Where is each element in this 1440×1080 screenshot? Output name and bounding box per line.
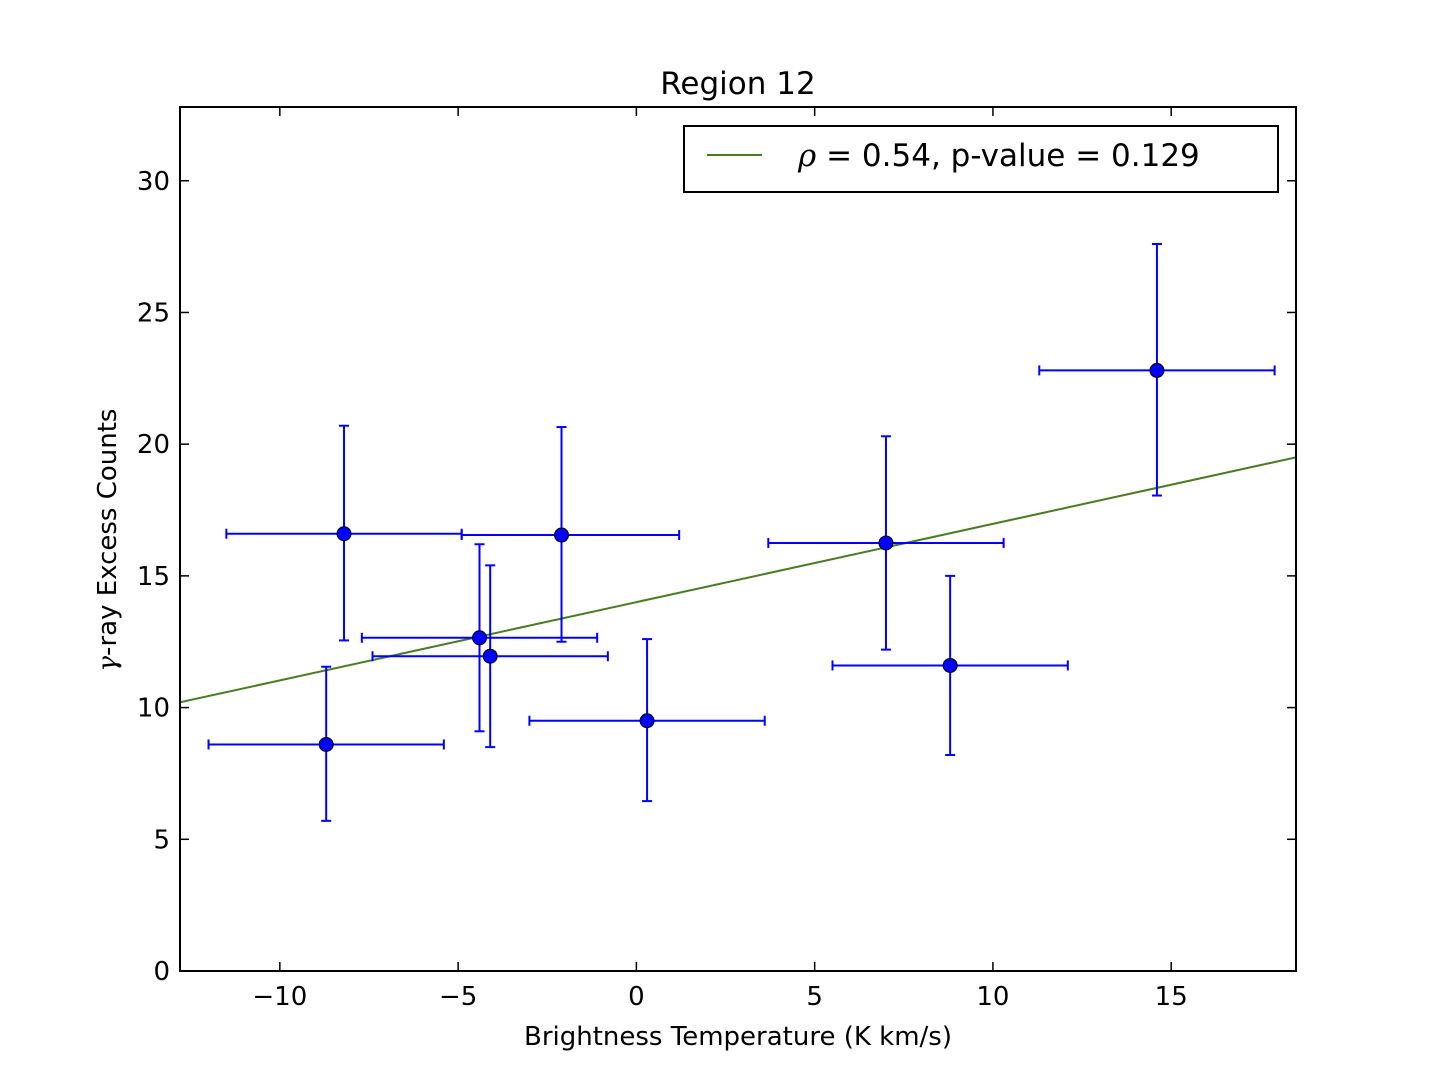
data-marker: [472, 630, 488, 646]
x-tick-label: 15: [1155, 982, 1188, 1012]
x-tick-label: −5: [439, 982, 477, 1012]
data-marker: [554, 527, 570, 543]
data-marker: [336, 526, 352, 542]
x-tick-label: −10: [252, 982, 307, 1012]
y-tick-label: 0: [153, 957, 170, 987]
axes-frame: [179, 106, 1297, 972]
axis-ticks: −10 −5 0 5 10 15 0 5 10 15 20 25 30: [137, 107, 1296, 1012]
data-point-8: [831, 574, 1069, 756]
y-tick-label: 30: [137, 167, 170, 197]
data-marker: [639, 713, 655, 729]
data-marker: [878, 535, 894, 551]
legend-box: [683, 125, 1279, 193]
data-point-3: [360, 543, 599, 733]
legend-label-text: = 0.54, p-value = 0.129: [816, 138, 1200, 174]
fit-line: [180, 456, 1296, 704]
x-tick-label: 10: [976, 982, 1009, 1012]
legend-rho-symbol: ρ: [797, 138, 816, 174]
data-marker: [942, 657, 958, 673]
data-marker: [482, 648, 498, 664]
data-marker: [318, 736, 334, 752]
x-tick-label: 0: [628, 982, 645, 1012]
y-axis-label-text: -ray Excess Counts: [93, 409, 123, 656]
y-axis-label-symbol: γ: [93, 655, 123, 671]
data-point-6: [528, 638, 766, 803]
y-axis-label: γ-ray Excess Counts: [93, 409, 123, 672]
x-tick-label: 5: [806, 982, 823, 1012]
data-point-9: [1038, 242, 1276, 497]
data-point-5: [460, 426, 681, 643]
data-point-2: [225, 424, 463, 642]
data-marker: [1149, 362, 1165, 378]
data-point-7: [767, 435, 1005, 651]
y-tick-label: 15: [137, 562, 170, 592]
legend: ρ = 0.54, p-value = 0.129: [683, 125, 1279, 193]
y-tick-label: 25: [137, 298, 170, 328]
data-point-1: [207, 665, 445, 822]
legend-label: ρ = 0.54, p-value = 0.129: [797, 138, 1200, 174]
y-tick-label: 10: [137, 694, 170, 724]
chart-title: Region 12: [660, 66, 815, 102]
y-tick-label: 20: [137, 430, 170, 460]
y-tick-label: 5: [153, 825, 170, 855]
data-point-4: [371, 564, 609, 749]
x-axis-label: Brightness Temperature (K km/s): [524, 1022, 952, 1052]
plot-area: [180, 242, 1296, 822]
